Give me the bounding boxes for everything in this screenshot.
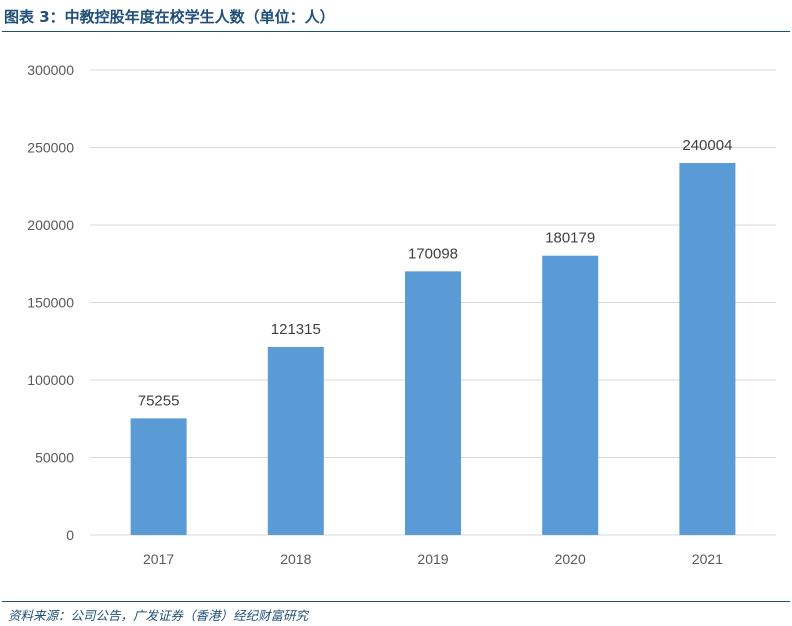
y-tick-label: 200000	[27, 217, 74, 233]
x-tick-label: 2018	[280, 551, 311, 567]
bar-chart: 0 50000 100000 150000 200000 250000 300000 752…	[27, 62, 776, 567]
y-tick-label: 300000	[27, 62, 74, 78]
y-axis-ticks: 0 50000 100000 150000 200000 250000 300000	[27, 62, 74, 543]
x-tick-label: 2017	[143, 551, 174, 567]
source-note: 资料来源：公司公告，广发证券（香港）经纪财富研究	[8, 608, 309, 623]
data-label: 75255	[138, 392, 180, 409]
data-label: 180179	[545, 230, 595, 247]
data-label: 170098	[408, 245, 458, 262]
y-tick-label: 100000	[27, 372, 74, 388]
data-label: 240004	[682, 137, 732, 154]
y-tick-label: 250000	[27, 140, 74, 156]
bottom-rule	[2, 601, 790, 602]
x-tick-label: 2019	[417, 551, 448, 567]
x-tick-label: 2020	[555, 551, 586, 567]
x-axis-ticks: 2017 2018 2019 2020 2021	[143, 551, 723, 567]
data-label: 121315	[271, 321, 321, 338]
y-tick-label: 50000	[35, 450, 74, 466]
bars	[130, 162, 736, 536]
bar-2021	[679, 162, 736, 535]
bar-2018	[267, 346, 324, 535]
bar-2020	[542, 255, 599, 536]
top-rule	[2, 31, 790, 32]
bar-2019	[405, 271, 461, 535]
bar-2017	[130, 418, 187, 535]
y-tick-label: 0	[66, 527, 74, 543]
x-tick-label: 2021	[692, 551, 723, 567]
chart-title: 图表 3：中教控股年度在校学生人数（单位：人）	[4, 8, 335, 26]
data-labels: 75255 121315 170098 180179 240004	[138, 137, 733, 409]
y-tick-label: 150000	[27, 295, 74, 311]
